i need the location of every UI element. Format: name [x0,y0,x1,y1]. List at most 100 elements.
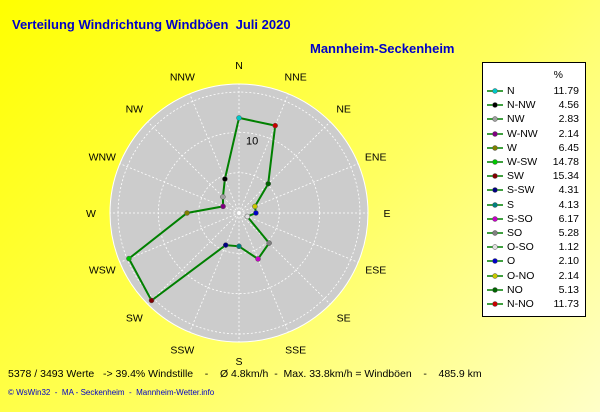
legend-row: O 2.10 [483,255,585,268]
legend-marker [487,187,503,194]
legend-label: N-NW [507,99,536,112]
direction-label-se: SE [337,313,351,325]
footer-stats: 5378 / 3493 Werte -> 39.4% Windstille - … [8,368,482,380]
data-point-e [253,210,259,216]
data-point-sw [148,297,155,304]
legend-row: NW 2.83 [483,113,585,126]
legend-label: N [507,85,515,97]
legend-label: O [507,255,516,268]
legend-row: O-SO 1.12 [483,241,585,254]
legend-value: 11.73 [553,298,580,310]
legend-marker [487,159,503,165]
station-name: Mannheim-Seckenheim [310,41,455,56]
spoke-ene [238,163,359,214]
legend-row: SO 5.28 [483,227,585,240]
legend-value: 2.14 [558,127,579,140]
legend-value: 2.10 [558,255,579,268]
legend-value: 14.78 [552,156,579,168]
legend-label: W-NW [507,127,538,140]
data-point-s [236,243,242,250]
legend-value: 4.13 [558,198,579,211]
legend-row: W 6.45 [483,142,585,155]
legend-value: 2.83 [558,113,579,126]
legend-row: SW 15.34 [483,170,585,183]
legend-label: O-SO [507,241,534,254]
data-point-wsw [126,255,132,262]
direction-label-n: N [235,60,243,72]
data-point-sse [255,256,261,262]
legend-row: S-SO 6.17 [483,213,585,226]
spoke-sw [147,212,240,305]
legend-label: S-SO [507,212,533,225]
legend-value: 6.17 [558,212,579,225]
direction-label-e: E [383,208,390,220]
legend-row: N-NO 11.73 [483,298,585,311]
legend-marker [487,272,503,279]
legend-marker [487,102,503,108]
legend: % N 11.79 N-NW 4.56 NW 2.83 W-NW 2.14 W 6.45 W-SW 1… [482,62,586,317]
legend-label: S [507,198,515,211]
legend-value: 5.28 [558,227,579,239]
legend-marker [487,301,503,307]
legend-value: 5.13 [558,283,579,296]
legend-row: N 11.79 [483,85,585,98]
legend-marker [487,130,503,137]
data-point-ssw [222,242,229,248]
direction-label-s: S [235,356,242,368]
legend-label: N-NO [507,298,534,310]
legend-label: O-NO [507,269,535,282]
direction-label-sse: SSE [285,345,306,357]
legend-marker [487,145,503,151]
data-point-nnw [222,176,228,182]
legend-row: S 4.13 [483,199,585,212]
chart-title: Verteilung Windrichtung Windböen Juli 20… [12,17,291,32]
legend-marker [487,216,503,222]
legend-value: 1.12 [558,241,579,254]
data-point-nne [272,122,278,129]
legend-label: NO [507,283,523,296]
legend-value: 4.31 [558,184,579,197]
legend-label: S-SW [507,184,535,197]
spoke-ne [238,121,331,214]
direction-label-nnw: NNW [170,71,195,83]
legend-header: % [553,69,563,81]
legend-value: 11.79 [553,85,580,97]
direction-label-nne: NNE [285,71,307,83]
data-point-se [266,240,272,246]
legend-marker [487,201,503,208]
spoke-se [238,212,331,305]
spoke-wsw [119,212,240,263]
legend-marker [487,258,503,265]
spoke-ssw [189,212,240,333]
legend-value: 2.14 [558,269,579,282]
legend-marker [487,116,503,123]
data-point-ne [265,181,271,187]
direction-label-wnw: WNW [89,151,116,163]
data-point-w [184,210,190,216]
legend-label: W [507,141,517,154]
spoke-nnw [189,93,240,214]
legend-label: W-SW [507,156,538,168]
direction-label-ene: ENE [365,151,387,163]
legend-label: SW [507,170,524,183]
legend-marker [487,173,503,179]
ring-label: 10 [246,135,258,147]
legend-row: W-SW 14.78 [483,156,585,169]
legend-row: S-SW 4.31 [483,184,585,197]
legend-label: SO [507,227,523,239]
legend-label: NW [507,113,525,126]
direction-label-sw: SW [126,313,143,325]
direction-label-ssw: SSW [170,345,194,357]
legend-value: 4.56 [558,99,579,112]
legend-row: NO 5.13 [483,284,585,297]
legend-row: N-NW 4.56 [483,99,585,112]
legend-row: W-NW 2.14 [483,128,585,141]
legend-row: O-NO 2.14 [483,270,585,283]
direction-label-nw: NW [126,103,144,115]
credits: © WsWin32 - MA - Seckenheim - Mannheim-W… [8,388,215,397]
spoke-sse [238,212,289,333]
direction-label-w: W [86,208,96,220]
legend-marker [487,88,503,94]
legend-value: 15.34 [552,170,579,183]
